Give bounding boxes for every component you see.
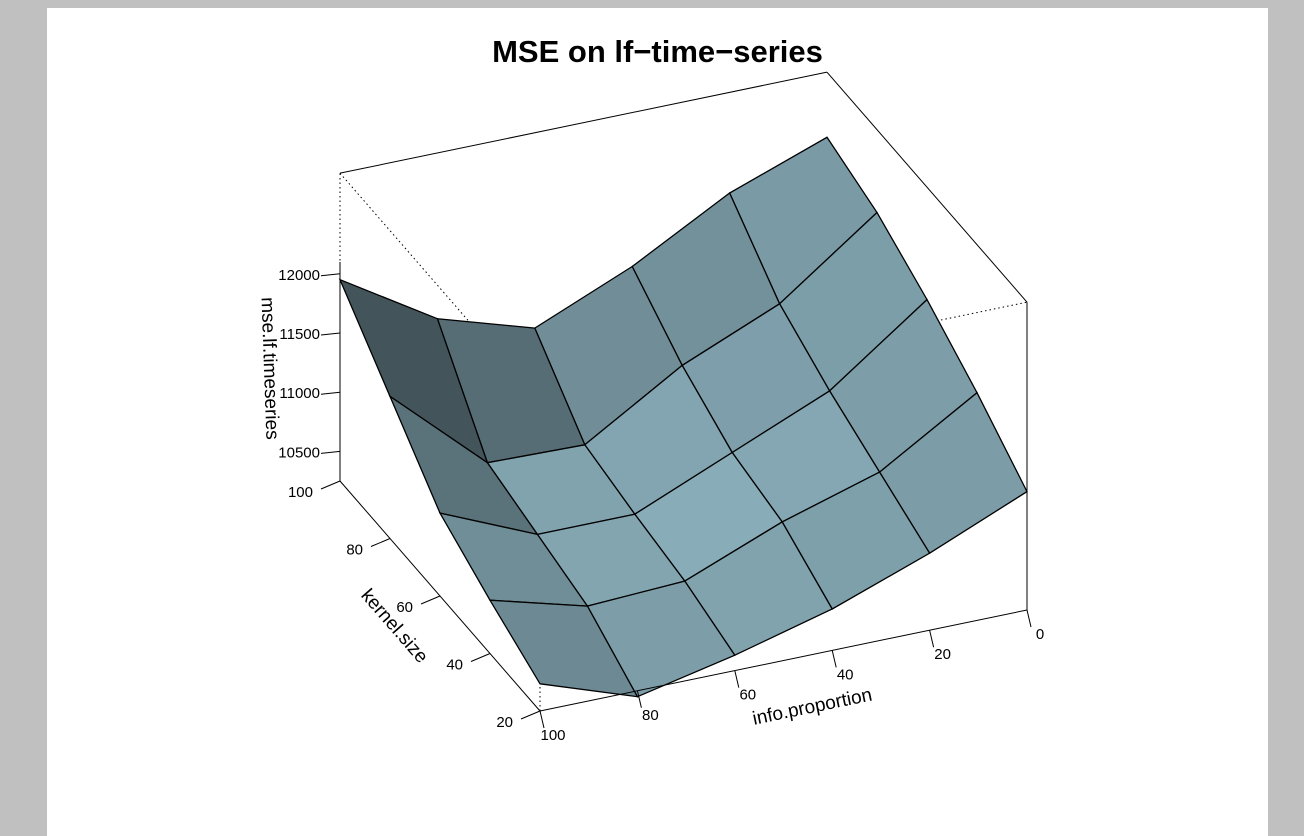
x-tick-label: 40 bbox=[837, 666, 854, 683]
x-axis-title: info.proportion bbox=[751, 685, 874, 730]
z-tick-label: 10500 bbox=[278, 444, 320, 461]
surface-mesh bbox=[338, 136, 1028, 698]
x-tick-mark bbox=[831, 650, 837, 668]
z-tick-mark bbox=[320, 391, 341, 395]
y-tick-mark bbox=[470, 653, 491, 662]
x-tick-label: 60 bbox=[739, 687, 756, 704]
y-axis-title: kernel.size bbox=[356, 585, 431, 667]
x-tick-label: 0 bbox=[1036, 626, 1044, 643]
y-tick-mark bbox=[420, 595, 441, 605]
box-edge bbox=[339, 71, 828, 174]
z-tick-label: 11000 bbox=[279, 385, 320, 402]
x-tick-mark bbox=[539, 710, 545, 729]
x-tick-mark bbox=[929, 630, 935, 648]
y-tick-mark bbox=[320, 480, 341, 490]
x-tick-mark bbox=[1026, 609, 1032, 628]
z-tick-mark bbox=[320, 273, 341, 277]
y-tick-label: 60 bbox=[396, 599, 413, 616]
x-tick-label: 100 bbox=[540, 727, 565, 744]
x-tick-mark bbox=[636, 690, 642, 708]
x-tick-mark bbox=[734, 670, 740, 688]
y-tick-mark bbox=[370, 538, 391, 547]
z-tick-mark bbox=[320, 332, 341, 336]
y-tick-label: 20 bbox=[496, 714, 513, 731]
y-tick-label: 80 bbox=[346, 542, 363, 559]
y-tick-label: 40 bbox=[446, 657, 463, 674]
box-edge-hidden bbox=[339, 172, 541, 404]
plot-page: MSE on lf−time−series 0 20 40 60 80 100 20 40 60… bbox=[47, 8, 1268, 836]
box-edge bbox=[539, 609, 1028, 712]
x-tick-label: 80 bbox=[642, 707, 659, 724]
z-tick-mark bbox=[320, 450, 341, 454]
z-axis-title: mse.lf.timeseries bbox=[257, 297, 283, 440]
z-tick-label: 12000 bbox=[278, 267, 320, 284]
front-box-edges bbox=[339, 261, 1028, 712]
z-tick-label: 11500 bbox=[279, 326, 320, 343]
y-tick-label: 100 bbox=[288, 484, 313, 501]
surface-plot: 0 20 40 60 80 100 20 40 60 80 100 10500 11000 11500 12… bbox=[257, 71, 1044, 744]
box-edge bbox=[826, 71, 1028, 303]
surface-facet bbox=[488, 599, 639, 698]
chart-title: MSE on lf−time−series bbox=[492, 34, 823, 69]
x-tick-label: 20 bbox=[934, 646, 951, 663]
y-tick-mark bbox=[520, 710, 541, 720]
